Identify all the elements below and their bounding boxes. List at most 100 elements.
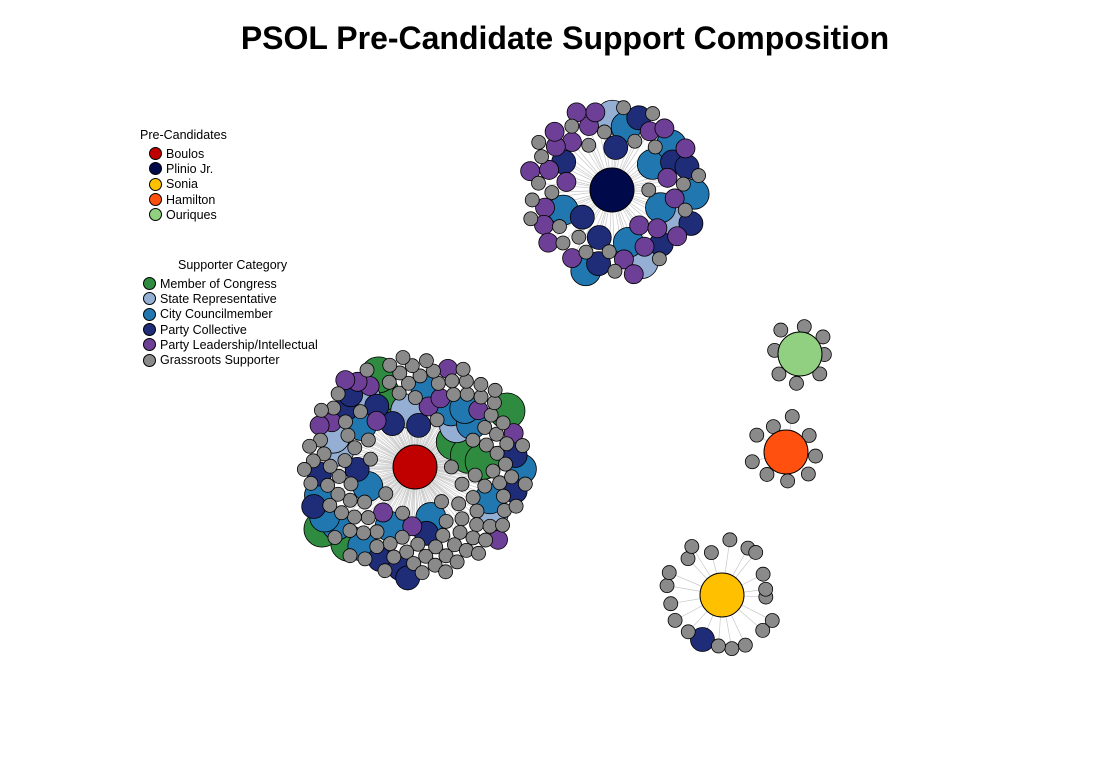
supporter-node-grassroots-supporter xyxy=(455,361,471,377)
supporter-node-party-leadership xyxy=(538,232,559,253)
legend-swatch xyxy=(143,307,156,321)
supporter-node-grassroots-supporter xyxy=(483,407,499,423)
supporter-node-grassroots-supporter xyxy=(722,532,738,548)
supporter-node-grassroots-supporter xyxy=(360,510,376,525)
supporter-node-grassroots-supporter xyxy=(386,549,402,565)
supporter-node-party-leadership xyxy=(373,502,393,523)
supporter-node-grassroots-supporter xyxy=(447,537,462,553)
supporter-node-grassroots-supporter xyxy=(316,446,332,462)
supporter-node-grassroots-supporter xyxy=(764,613,780,628)
legend-label: Member of Congress xyxy=(160,276,277,291)
supporter-node-grassroots-supporter xyxy=(302,438,317,454)
supporter-node-party-leadership xyxy=(654,118,675,139)
supporter-node-grassroots-supporter xyxy=(359,362,375,378)
legend-label: Hamilton xyxy=(166,192,216,207)
supporter-node-grassroots-supporter xyxy=(369,524,385,540)
legend-item-grassroots-supporter: Grassroots Supporter xyxy=(143,352,318,367)
supporter-node-grassroots-supporter xyxy=(465,432,481,448)
legend-swatch xyxy=(143,323,156,337)
supporter-node-grassroots-supporter xyxy=(357,551,373,567)
legend-item-sonia: Sonia xyxy=(149,177,227,192)
supporter-node-grassroots-supporter xyxy=(467,467,483,483)
supporter-node-grassroots-supporter xyxy=(395,505,410,521)
supporter-node-grassroots-supporter xyxy=(322,497,338,513)
supporter-node-grassroots-supporter xyxy=(724,641,740,657)
supporter-node-grassroots-supporter xyxy=(465,490,481,505)
supporter-node-grassroots-supporter xyxy=(684,539,700,554)
supporter-node-grassroots-supporter xyxy=(392,365,408,381)
supporter-node-grassroots-supporter xyxy=(489,426,504,442)
legend-item-party-leadership: Party Leadership/Intellectual xyxy=(143,337,318,352)
supporter-node-grassroots-supporter xyxy=(428,539,444,555)
supporter-node-grassroots-supporter xyxy=(737,637,753,653)
supporter-node-grassroots-supporter xyxy=(338,414,353,430)
supporter-node-party-leadership xyxy=(585,102,606,123)
legend-swatch xyxy=(149,193,162,207)
chart-title: PSOL Pre-Candidate Support Composition xyxy=(240,20,890,56)
supporter-node-grassroots-supporter xyxy=(523,211,539,227)
supporter-node-grassroots-supporter xyxy=(675,176,691,192)
supporter-node-grassroots-supporter xyxy=(495,415,511,431)
supporter-node-grassroots-supporter xyxy=(759,467,775,482)
supporter-node-grassroots-supporter xyxy=(446,387,461,402)
supporter-node-grassroots-supporter xyxy=(564,118,580,134)
supporter-node-grassroots-supporter xyxy=(581,137,597,153)
candidate-node-hamilton xyxy=(763,429,809,475)
legend-label: Plinio Jr. xyxy=(166,161,214,176)
supporter-node-party-leadership xyxy=(667,226,688,247)
supporter-node-party-leadership xyxy=(614,249,634,270)
supporter-node-grassroots-supporter xyxy=(343,476,359,492)
supporter-node-grassroots-supporter xyxy=(755,566,771,582)
legend-supporter-category-title: Supporter Category xyxy=(178,258,288,272)
supporter-node-grassroots-supporter xyxy=(401,375,416,391)
supporter-node-grassroots-supporter xyxy=(399,544,415,560)
nodes xyxy=(296,99,832,657)
supporter-node-grassroots-supporter xyxy=(353,404,368,420)
supporter-node-grassroots-supporter xyxy=(427,557,443,573)
supporter-node-grassroots-supporter xyxy=(444,373,460,389)
legend-swatch xyxy=(149,208,162,222)
supporter-node-party-collective xyxy=(406,412,432,438)
supporter-node-grassroots-supporter xyxy=(552,219,567,234)
legend-item-party-collective: Party Collective xyxy=(143,322,318,337)
supporter-node-grassroots-supporter xyxy=(438,513,454,529)
supporter-node-grassroots-supporter xyxy=(663,596,679,612)
legend-item-city-councilmember: City Councilmember xyxy=(143,307,318,322)
supporter-node-grassroots-supporter xyxy=(471,545,486,561)
supporter-node-grassroots-supporter xyxy=(748,545,764,560)
supporter-node-grassroots-supporter xyxy=(498,456,513,472)
supporter-node-grassroots-supporter xyxy=(555,235,571,251)
supporter-node-party-collective xyxy=(586,251,611,277)
legend-item-member-of-congress: Member of Congress xyxy=(143,276,318,291)
legend-pre-candidates-title: Pre-Candidates xyxy=(140,128,227,142)
supporter-node-party-leadership xyxy=(335,370,356,390)
supporter-node-grassroots-supporter xyxy=(443,459,459,475)
supporter-node-grassroots-supporter xyxy=(486,395,502,411)
supporter-node-grassroots-supporter xyxy=(758,581,774,597)
supporter-node-grassroots-supporter xyxy=(659,578,675,594)
legend-swatch xyxy=(143,277,156,291)
supporter-node-grassroots-supporter xyxy=(773,322,789,338)
supporter-node-grassroots-supporter xyxy=(524,192,540,208)
supporter-node-grassroots-supporter xyxy=(808,448,823,464)
supporter-node-grassroots-supporter xyxy=(496,488,511,504)
legend-swatch xyxy=(149,177,162,191)
supporter-node-grassroots-supporter xyxy=(601,244,617,260)
legend-pre-candidates: Pre-Candidates Boulos Plinio Jr. Sonia H… xyxy=(140,128,227,222)
supporter-node-grassroots-supporter xyxy=(477,478,493,494)
supporter-node-party-leadership xyxy=(402,516,423,537)
supporter-node-grassroots-supporter xyxy=(407,390,423,406)
supporter-node-grassroots-supporter xyxy=(597,124,612,140)
supporter-node-grassroots-supporter xyxy=(429,412,445,428)
supporter-node-grassroots-supporter xyxy=(454,511,470,527)
supporter-node-party-collective xyxy=(690,627,715,652)
supporter-node-grassroots-supporter xyxy=(360,432,376,448)
supporter-node-grassroots-supporter xyxy=(412,368,428,384)
supporter-node-grassroots-supporter xyxy=(677,202,693,218)
legend-label: Sonia xyxy=(166,177,198,192)
supporter-node-grassroots-supporter xyxy=(381,374,397,390)
supporter-node-grassroots-supporter xyxy=(771,366,787,382)
candidate-node-boulos xyxy=(392,444,438,490)
supporter-node-grassroots-supporter xyxy=(744,454,760,470)
supporter-node-party-collective xyxy=(586,225,612,250)
